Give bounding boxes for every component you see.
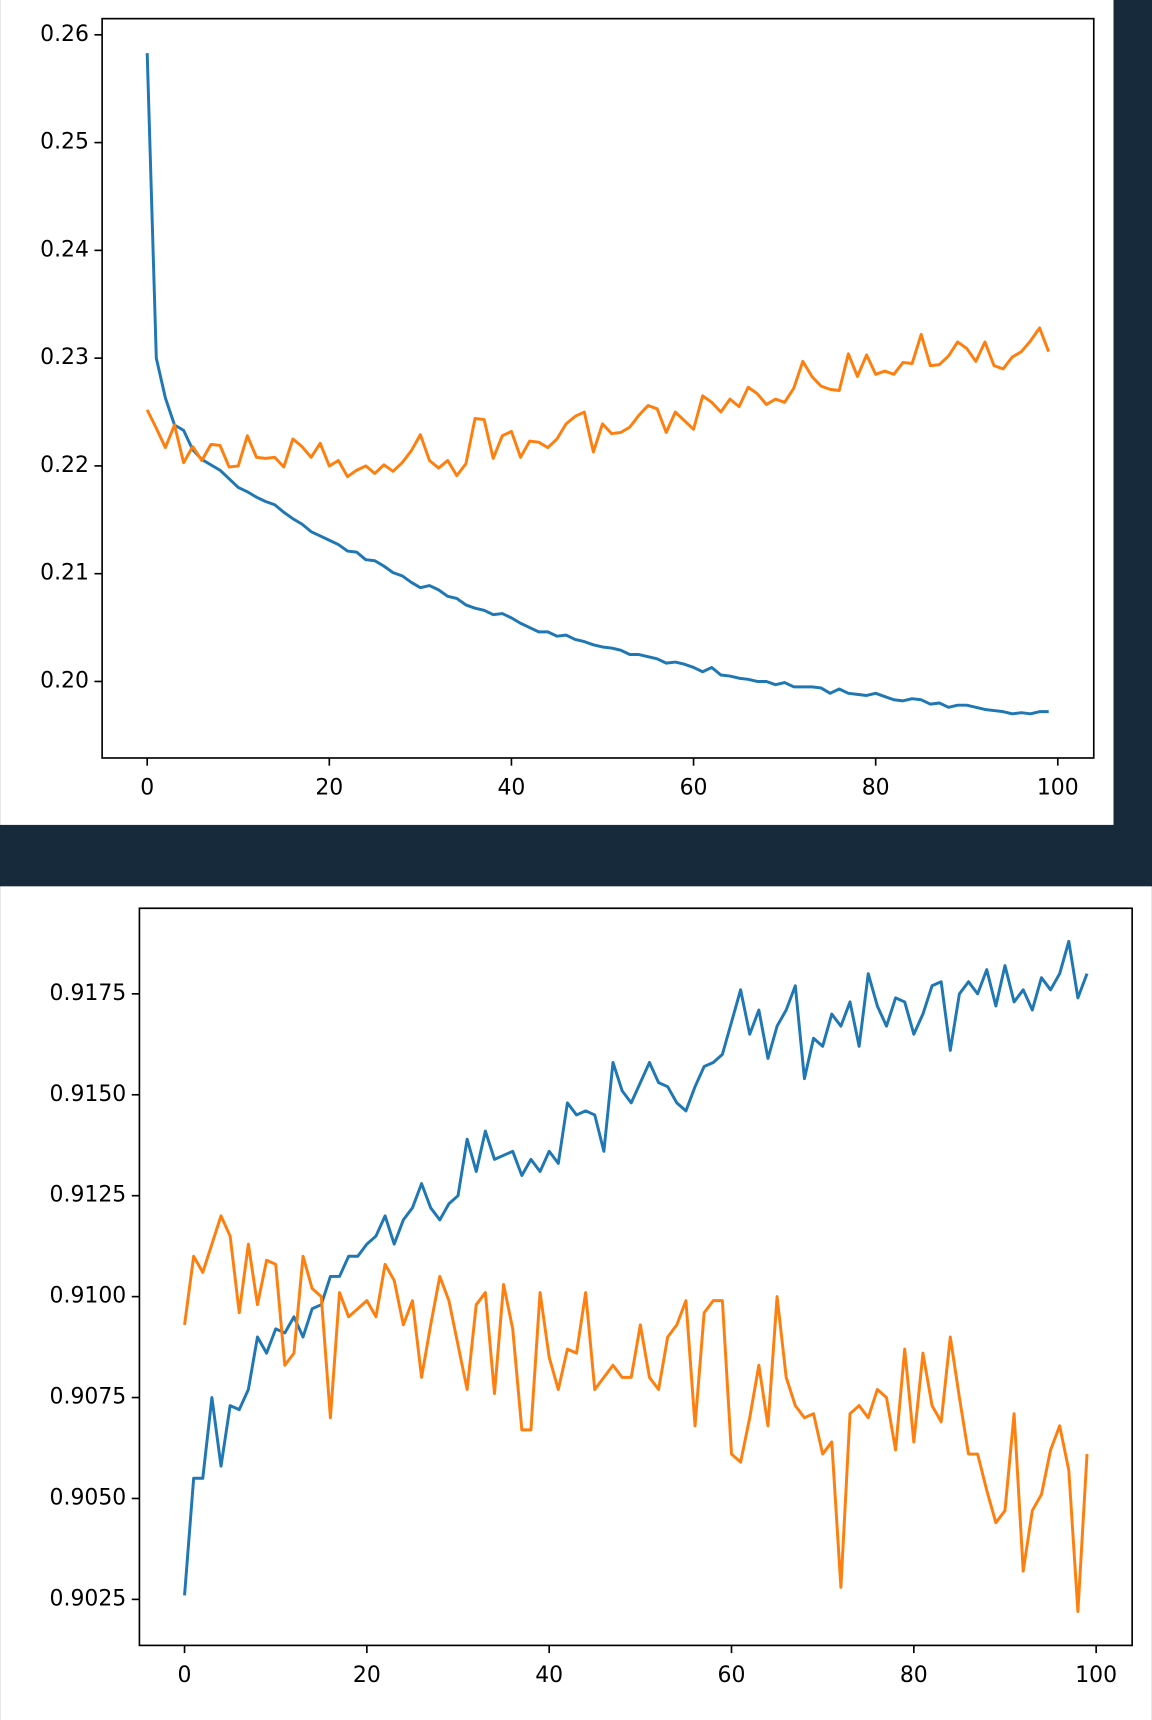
x-tick-label: 80: [900, 1663, 928, 1688]
x-tick-label: 40: [535, 1663, 563, 1688]
y-tick-label: 0.22: [40, 453, 89, 478]
y-tick-label: 0.9050: [50, 1485, 127, 1510]
y-tick-label: 0.23: [40, 345, 89, 370]
x-tick-label: 40: [497, 776, 525, 801]
x-tick-label: 100: [1075, 1663, 1117, 1688]
y-tick-label: 0.21: [40, 561, 89, 586]
x-tick-label: 0: [140, 776, 154, 801]
y-tick-label: 0.9075: [50, 1385, 127, 1410]
y-tick-label: 0.26: [40, 22, 89, 47]
y-tick-label: 0.9150: [50, 1082, 127, 1107]
x-tick-label: 20: [315, 776, 343, 801]
x-tick-label: 20: [353, 1663, 381, 1688]
axes-frame: [138, 907, 1133, 1647]
x-tick-label: 60: [680, 776, 708, 801]
line-series: [145, 326, 1051, 479]
axes-frame: [101, 17, 1095, 759]
x-tick-label: 60: [718, 1663, 746, 1688]
y-tick-label: 0.25: [40, 130, 89, 155]
line-series: [183, 939, 1089, 1596]
line-series: [183, 1214, 1089, 1613]
y-tick-label: 0.9125: [50, 1183, 127, 1208]
y-tick-label: 0.24: [40, 237, 89, 262]
y-tick-label: 0.9025: [50, 1586, 127, 1611]
panel: [0, 0, 1114, 825]
line-series: [145, 53, 1049, 716]
x-tick-label: 0: [178, 1663, 192, 1688]
x-tick-label: 100: [1037, 776, 1079, 801]
panel: [0, 886, 1152, 1720]
x-tick-label: 80: [862, 776, 890, 801]
y-tick-label: 0.20: [40, 668, 89, 693]
y-tick-label: 0.9100: [50, 1284, 127, 1309]
y-tick-label: 0.9175: [50, 981, 127, 1006]
